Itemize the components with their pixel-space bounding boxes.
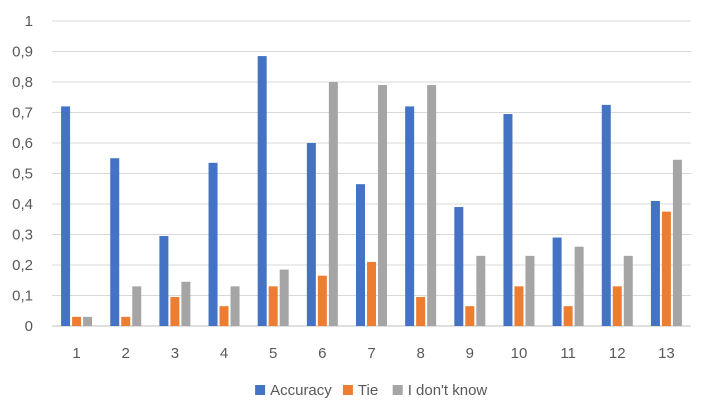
bar-accuracy-4	[208, 162, 218, 326]
y-tick-label: 0	[25, 318, 33, 335]
bar-i-don-t-know-11	[574, 246, 584, 326]
x-axis-ticks: 1 2 3 4 5 6 7 8 9 10 11 12 13	[72, 345, 674, 362]
gridlines	[52, 20, 691, 327]
x-tick-label: 11	[560, 345, 576, 362]
bar-accuracy-8	[405, 106, 415, 327]
bar-tie-4	[219, 306, 229, 326]
bar-accuracy-3	[159, 236, 169, 326]
bar-i-don-t-know-9	[476, 255, 486, 326]
bar-accuracy-13	[650, 200, 660, 326]
legend-swatch-tie	[342, 385, 353, 395]
bar-tie-8	[416, 297, 426, 326]
bar-i-don-t-know-4	[230, 286, 240, 326]
bar-i-don-t-know-12	[623, 255, 633, 326]
bar-accuracy-12	[601, 104, 611, 327]
y-tick-label: 0,3	[12, 227, 33, 244]
bar-tie-9	[465, 306, 475, 326]
bar-accuracy-7	[356, 184, 365, 326]
bar-i-don-t-know-7	[378, 85, 387, 326]
bar-accuracy-5	[257, 56, 267, 326]
bar-tie-5	[268, 286, 278, 326]
legend-swatch-accuracy	[255, 385, 266, 395]
bar-i-don-t-know-3	[181, 281, 191, 326]
x-tick-label: 2	[122, 345, 130, 362]
bar-i-don-t-know-2	[132, 286, 142, 326]
bar-tie-11	[563, 306, 573, 326]
y-tick-label: 0,6	[12, 135, 33, 152]
y-tick-label: 0,9	[12, 44, 33, 61]
legend-label: Tie	[358, 382, 378, 399]
y-tick-label: 0,2	[12, 257, 33, 274]
y-tick-label: 0,8	[12, 74, 33, 91]
bar-i-don-t-know-13	[672, 159, 682, 326]
bar-tie-7	[367, 261, 376, 326]
bar-tie-1	[72, 316, 82, 326]
bars	[61, 56, 682, 327]
bar-i-don-t-know-5	[279, 269, 289, 326]
bar-tie-10	[514, 286, 524, 326]
legend-label: Accuracy	[270, 382, 332, 399]
bar-i-don-t-know-6	[328, 82, 338, 326]
y-tick-label: 0,7	[12, 105, 33, 122]
x-tick-label: 5	[269, 345, 277, 362]
x-tick-label: 10	[511, 345, 528, 362]
bar-i-don-t-know-10	[525, 255, 535, 326]
x-tick-label: 8	[416, 345, 424, 362]
x-tick-label: 4	[220, 345, 228, 362]
y-tick-label: 0,4	[12, 196, 33, 213]
y-axis-ticks: 0 0,1 0,2 0,3 0,4 0,5 0,6 0,7 0,8 0,9 1	[12, 13, 33, 335]
x-tick-label: 9	[466, 345, 474, 362]
bar-accuracy-2	[110, 158, 120, 326]
x-tick-label: 7	[367, 345, 375, 362]
bar-tie-12	[612, 286, 622, 326]
y-tick-label: 0,5	[12, 166, 33, 183]
y-tick-label: 0,1	[12, 288, 33, 305]
x-tick-label: 1	[72, 345, 80, 362]
bar-accuracy-1	[61, 106, 71, 327]
bar-accuracy-6	[306, 143, 316, 326]
bar-i-don-t-know-1	[83, 316, 93, 326]
bar-accuracy-9	[454, 207, 464, 326]
bar-accuracy-11	[552, 237, 562, 326]
bar-tie-13	[661, 211, 671, 327]
legend-label: I don't know	[408, 382, 488, 399]
bar-i-don-t-know-8	[427, 85, 437, 326]
bar-accuracy-10	[503, 114, 513, 326]
x-tick-label: 3	[171, 345, 179, 362]
y-tick-label: 1	[25, 13, 33, 30]
bar-tie-6	[317, 275, 327, 326]
bar-tie-2	[121, 316, 131, 326]
x-tick-label: 13	[658, 345, 675, 362]
bar-tie-3	[170, 297, 180, 326]
x-tick-label: 12	[609, 345, 626, 362]
x-tick-label: 6	[318, 345, 326, 362]
legend-swatch-i-don-t-know	[392, 385, 403, 395]
legend: Accuracy Tie I don't know	[255, 382, 487, 399]
